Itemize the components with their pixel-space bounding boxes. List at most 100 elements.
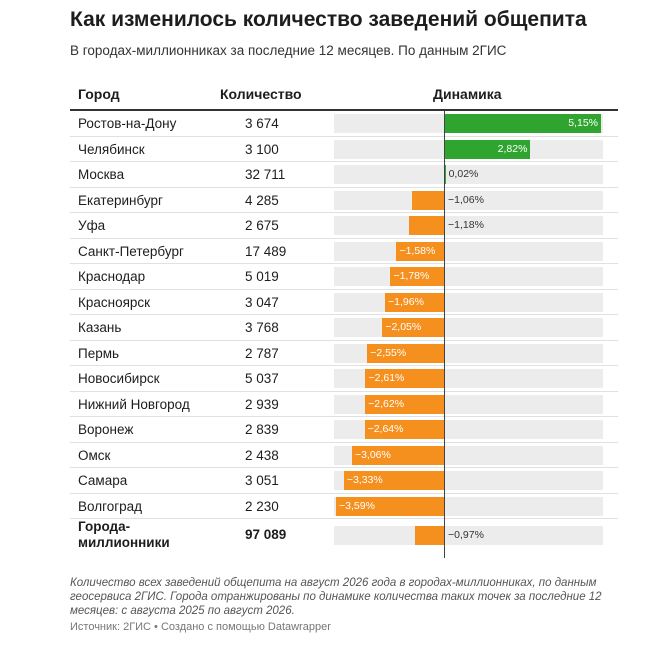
row-divider xyxy=(70,518,618,519)
row-divider xyxy=(70,365,618,366)
table-row: Казань 3 768 −2,05% xyxy=(70,315,618,341)
positive-bar xyxy=(445,165,446,184)
table-row: Омск 2 438 −3,06% xyxy=(70,443,618,468)
count-value: 97 089 xyxy=(245,527,287,542)
table-row: Нижний Новгород 2 939 −2,62% xyxy=(70,392,618,417)
table-row: Воронеж 2 839 −2,64% xyxy=(70,417,618,443)
count-value: 17 489 xyxy=(245,243,287,259)
city-name: Ростов-на-Дону xyxy=(78,116,177,131)
negative-bar xyxy=(414,526,444,545)
count-value: 2 230 xyxy=(245,498,279,514)
table-row: Ростов-на-Дону 3 674 5,15% xyxy=(70,111,618,137)
city-name: Уфа xyxy=(78,218,106,233)
count-value: 2 438 xyxy=(245,447,279,463)
city-name: Пермь xyxy=(78,345,120,361)
city-name: Краснодар xyxy=(78,269,146,284)
table-row: Краснодар 5 019 −1,78% xyxy=(70,264,618,290)
bar-track: −2,55% xyxy=(334,343,603,363)
count-value: 5 037 xyxy=(245,371,279,386)
change-label: −0,97% xyxy=(448,529,484,541)
negative-bar xyxy=(396,241,444,261)
header-city: Город xyxy=(78,86,120,102)
count-value: 3 768 xyxy=(245,320,279,335)
row-divider xyxy=(70,416,618,417)
negative-bar xyxy=(364,420,444,439)
bar-track: −1,18% xyxy=(334,216,603,235)
table-row: Челябинск 3 100 2,82% xyxy=(70,137,618,162)
bar-track: −2,64% xyxy=(334,420,603,439)
bar-track: −0,97% xyxy=(334,526,603,545)
bar-track: −1,78% xyxy=(334,267,603,286)
negative-bar xyxy=(343,471,444,490)
header-divider xyxy=(70,109,618,111)
row-divider xyxy=(70,161,618,162)
bar-track: −2,62% xyxy=(334,394,603,414)
positive-bar xyxy=(445,114,601,133)
table-row: Москва 32 711 0,02% xyxy=(70,162,618,188)
city-name: Города-миллионники xyxy=(78,519,170,550)
chart-notes: Количество всех заведений общепита на ав… xyxy=(70,577,602,617)
city-name: Екатеринбург xyxy=(78,192,163,208)
change-label: 5,15% xyxy=(568,117,598,129)
row-divider xyxy=(70,135,618,137)
bar-track: −3,33% xyxy=(334,471,603,490)
table-row: Новосибирск 5 037 −2,61% xyxy=(70,366,618,392)
row-divider xyxy=(70,467,618,468)
change-label: 2,82% xyxy=(497,142,528,155)
row-divider xyxy=(70,390,618,392)
change-label: −2,05% xyxy=(385,321,422,333)
change-label: −2,55% xyxy=(370,346,407,359)
positive-bar xyxy=(445,139,531,159)
table-row: Пермь 2 787 −2,55% xyxy=(70,341,618,366)
header-change: Динамика xyxy=(433,86,502,102)
negative-bar xyxy=(367,343,444,363)
change-label: −2,61% xyxy=(368,372,405,384)
row-divider xyxy=(70,288,618,290)
negative-bar xyxy=(390,267,444,286)
bar-track: −1,96% xyxy=(334,292,603,312)
count-value: 2 839 xyxy=(245,422,279,437)
bar-track: −2,05% xyxy=(334,318,603,337)
negative-bar xyxy=(351,445,444,465)
negative-bar xyxy=(382,318,444,337)
count-value: 5 019 xyxy=(245,269,279,284)
city-name: Казань xyxy=(78,320,122,335)
bar-track: −1,06% xyxy=(334,190,603,210)
table-row: Самара 3 051 −3,33% xyxy=(70,468,618,494)
bar-track: 2,82% xyxy=(334,139,603,159)
bar-track: −3,06% xyxy=(334,445,603,465)
total-row: Города-миллионники 97 089 −0,97% xyxy=(70,519,618,553)
row-divider xyxy=(70,186,618,188)
change-label: −1,18% xyxy=(448,219,484,231)
row-divider xyxy=(70,212,618,213)
city-name: Красноярск xyxy=(78,294,151,310)
count-value: 2 675 xyxy=(245,218,279,233)
change-label: −2,64% xyxy=(367,423,404,435)
negative-bar xyxy=(365,394,444,414)
chart-title: Как изменилось количество заведений обще… xyxy=(70,8,587,31)
city-name: Омск xyxy=(78,447,111,463)
count-value: 2 787 xyxy=(245,345,279,361)
count-value: 3 100 xyxy=(245,141,279,157)
city-name: Воронеж xyxy=(78,422,134,437)
negative-bar xyxy=(408,216,444,235)
count-value: 3 051 xyxy=(245,473,279,488)
change-label: −1,06% xyxy=(448,193,484,206)
city-name: Нижний Новгород xyxy=(78,396,190,412)
change-label: −2,62% xyxy=(368,397,405,410)
table-row: Уфа 2 675 −1,18% xyxy=(70,213,618,239)
row-divider xyxy=(70,492,618,494)
negative-bar xyxy=(336,496,444,516)
row-divider xyxy=(70,314,618,315)
count-value: 3 047 xyxy=(245,294,279,310)
row-divider xyxy=(70,263,618,264)
chart-source: Источник: 2ГИС • Создано с помощью Dataw… xyxy=(70,621,331,633)
table-row: Санкт-Петербург 17 489 −1,58% xyxy=(70,239,618,264)
table-row: Волгоград 2 230 −3,59% xyxy=(70,494,618,519)
change-label: −3,33% xyxy=(346,474,383,486)
change-label: −3,06% xyxy=(354,448,391,461)
bar-track: −1,58% xyxy=(334,241,603,261)
city-name: Новосибирск xyxy=(78,371,160,386)
change-label: −1,78% xyxy=(393,270,430,282)
city-name: Челябинск xyxy=(78,141,145,157)
